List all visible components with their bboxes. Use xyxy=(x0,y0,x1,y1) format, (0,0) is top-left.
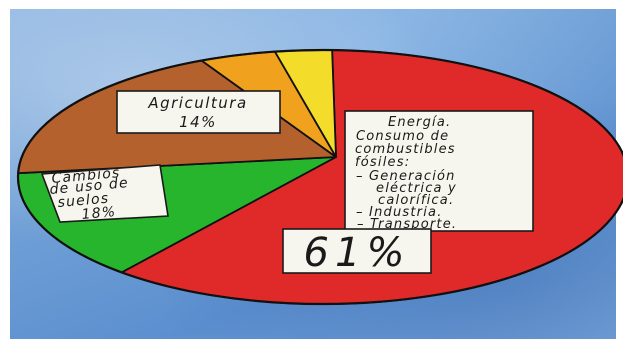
label-energia-line6: eléctrica y xyxy=(376,181,457,196)
label-agricultura-box xyxy=(116,90,281,134)
label-suelos: Cambios de uso de suelos 18% xyxy=(40,164,169,223)
label-agricultura-percent: 14% xyxy=(179,113,217,131)
label-agricultura: Agricultura 14% xyxy=(116,90,281,134)
label-energia-line4: fósiles: xyxy=(355,155,410,170)
label-suelos-line2: de uso de xyxy=(49,175,130,198)
label-energia-percent-box xyxy=(282,228,432,274)
label-energia-line5: – Generación xyxy=(356,169,456,184)
label-suelos-box xyxy=(40,164,169,223)
label-suelos-percent: 18% xyxy=(81,204,117,223)
label-energia-line1: Energía. xyxy=(388,115,451,130)
label-energia-line7: calorífica. xyxy=(378,193,454,208)
label-energia-percent: 61% xyxy=(304,230,411,276)
label-suelos-line3: suelos xyxy=(57,191,110,211)
pie-outline xyxy=(16,48,623,306)
label-energia-box xyxy=(344,110,534,232)
label-energia-line8: – Industria. xyxy=(356,205,443,220)
label-energia-percent-group: 61% xyxy=(282,228,432,276)
label-suelos-line1: Cambios xyxy=(51,165,121,187)
label-energia-line2: Consumo de xyxy=(356,129,449,144)
label-agricultura-title: Agricultura xyxy=(147,94,247,112)
label-energia-line3: combustibles xyxy=(355,142,456,157)
label-energia: Energía. Consumo de combustibles fósiles… xyxy=(344,110,534,232)
